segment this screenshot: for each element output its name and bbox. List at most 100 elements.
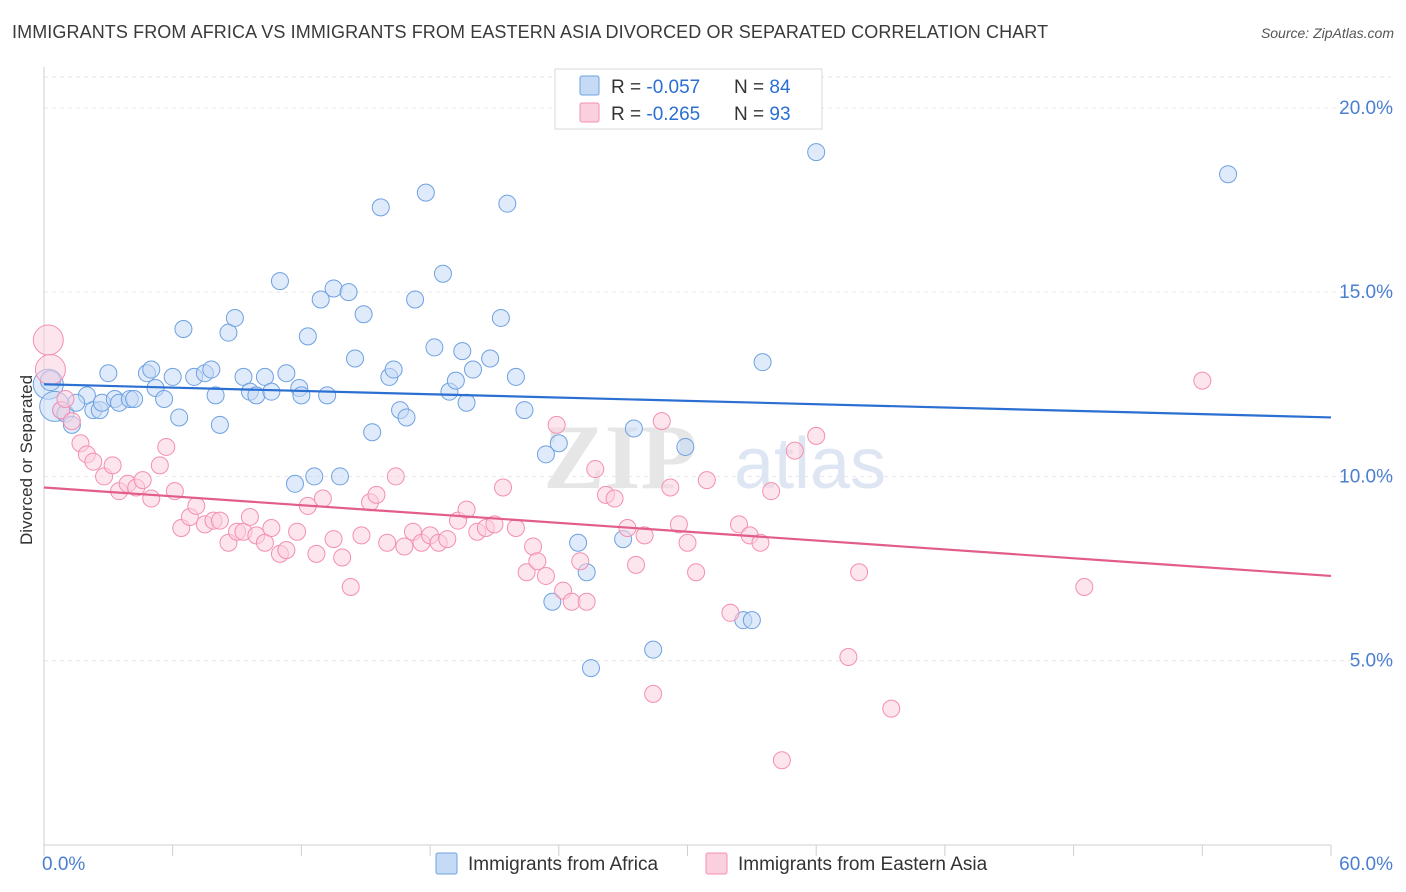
bottom-legend-label-africa: Immigrants from Africa xyxy=(468,854,658,875)
svg-text:R = -0.265: R = -0.265 xyxy=(611,104,700,125)
point-eastern-asia xyxy=(341,578,360,596)
point-eastern-asia xyxy=(506,519,525,538)
point-eastern-asia xyxy=(32,324,64,356)
point-africa xyxy=(581,659,600,678)
point-eastern-asia xyxy=(457,500,476,519)
point-africa xyxy=(292,386,311,405)
point-eastern-asia xyxy=(313,489,332,508)
point-eastern-asia xyxy=(142,489,161,508)
point-eastern-asia xyxy=(367,485,386,504)
point-africa xyxy=(277,364,296,383)
svg-text:N = 93: N = 93 xyxy=(734,104,791,125)
point-eastern-asia xyxy=(571,552,590,571)
point-eastern-asia xyxy=(262,519,281,538)
point-africa xyxy=(498,194,517,213)
point-africa xyxy=(453,342,472,361)
legend-n-value-0: 84 xyxy=(769,77,791,98)
point-africa xyxy=(155,390,174,409)
point-eastern-asia xyxy=(528,552,547,571)
point-eastern-asia xyxy=(839,648,858,667)
point-africa xyxy=(624,419,643,438)
y-tick-label: 10.0% xyxy=(1339,466,1393,487)
point-eastern-asia xyxy=(352,526,371,545)
legend-n-label-1: N = xyxy=(734,104,769,125)
point-africa xyxy=(262,382,281,401)
point-eastern-asia xyxy=(307,544,326,563)
point-africa xyxy=(464,360,482,379)
x-tick-label-min: 0.0% xyxy=(42,854,85,875)
point-africa xyxy=(363,423,382,442)
point-eastern-asia xyxy=(386,467,405,486)
point-africa xyxy=(354,305,373,324)
point-africa xyxy=(174,320,193,338)
point-africa xyxy=(549,434,568,453)
point-eastern-asia xyxy=(652,412,671,431)
point-eastern-asia xyxy=(562,592,581,611)
point-eastern-asia xyxy=(494,478,513,497)
x-tick-label-max: 60.0% xyxy=(1339,854,1393,875)
point-eastern-asia xyxy=(807,426,826,445)
point-africa xyxy=(346,349,365,368)
legend-r-label-0: R = xyxy=(611,77,646,98)
point-africa xyxy=(676,437,695,456)
source-label: Source: ZipAtlas.com xyxy=(1260,25,1394,41)
point-africa xyxy=(163,367,182,386)
bottom-legend-swatch-africa xyxy=(435,852,458,875)
point-eastern-asia xyxy=(697,471,716,490)
point-africa xyxy=(753,353,772,372)
point-eastern-asia xyxy=(378,533,397,552)
point-eastern-asia xyxy=(577,592,596,611)
legend-swatch-africa xyxy=(579,75,600,96)
point-eastern-asia xyxy=(187,496,206,515)
point-africa xyxy=(339,283,358,302)
legend-n-label-0: N = xyxy=(734,77,769,98)
series-eastern-asia-points xyxy=(32,324,1212,770)
point-africa xyxy=(331,467,350,486)
point-africa xyxy=(543,592,562,611)
point-eastern-asia xyxy=(1193,371,1212,390)
svg-text:N = 84: N = 84 xyxy=(734,77,791,98)
point-eastern-asia xyxy=(62,412,81,431)
point-africa xyxy=(491,308,510,327)
point-eastern-asia xyxy=(517,563,536,582)
point-eastern-asia xyxy=(850,563,869,582)
bottom-legend: Immigrants from Africa Immigrants from E… xyxy=(435,852,988,875)
point-eastern-asia xyxy=(661,478,680,497)
point-eastern-asia xyxy=(56,390,75,409)
point-eastern-asia xyxy=(721,603,740,622)
point-eastern-asia xyxy=(395,537,414,556)
point-africa xyxy=(416,183,435,202)
point-africa xyxy=(1219,165,1238,184)
point-africa xyxy=(202,360,221,379)
point-eastern-asia xyxy=(882,699,901,718)
point-africa xyxy=(371,198,390,217)
point-africa xyxy=(206,386,225,405)
point-africa xyxy=(298,327,317,346)
point-africa xyxy=(644,640,663,659)
point-africa xyxy=(433,264,452,283)
svg-text:R = -0.057: R = -0.057 xyxy=(611,77,700,98)
legend-r-value-0: -0.057 xyxy=(646,77,700,98)
legend-r-value-1: -0.265 xyxy=(646,104,700,125)
point-africa xyxy=(446,371,465,390)
point-africa xyxy=(324,279,343,298)
point-eastern-asia xyxy=(729,515,748,534)
point-eastern-asia xyxy=(277,541,296,560)
point-eastern-asia xyxy=(157,437,176,456)
point-africa xyxy=(125,390,144,409)
point-eastern-asia xyxy=(150,456,169,475)
trend-line-africa xyxy=(43,383,1332,419)
legend-r-label-1: R = xyxy=(611,104,646,125)
chart-title: IMMIGRANTS FROM AFRICA VS IMMIGRANTS FRO… xyxy=(12,22,1049,42)
point-eastern-asia xyxy=(687,563,706,582)
trend-line-eastern-asia xyxy=(43,486,1332,578)
point-eastern-asia xyxy=(586,460,605,479)
point-africa xyxy=(384,360,403,379)
point-africa xyxy=(506,367,525,386)
point-eastern-asia xyxy=(772,751,791,770)
point-eastern-asia xyxy=(627,555,646,574)
point-eastern-asia xyxy=(536,566,555,585)
point-eastern-asia xyxy=(751,533,770,552)
point-africa xyxy=(481,349,500,368)
